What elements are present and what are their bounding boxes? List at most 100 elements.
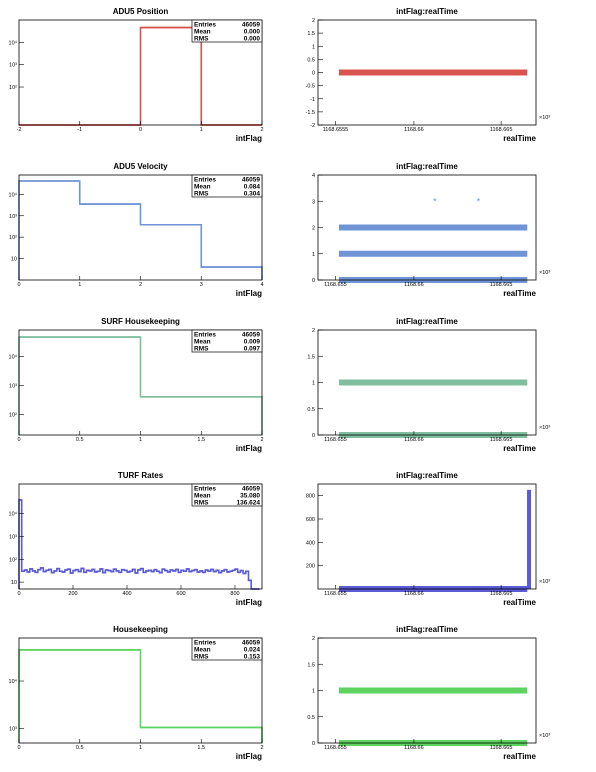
plot-frame — [18, 483, 263, 590]
data-band — [338, 687, 528, 694]
x-exponent-label: ×10³ — [539, 579, 550, 585]
y-tick-label: 0 — [312, 71, 315, 77]
stats-rms-label: RMS — [194, 500, 209, 507]
data-spike — [527, 489, 532, 589]
stats-rms-label: RMS — [194, 191, 209, 198]
stats-rms-label: RMS — [194, 346, 209, 353]
x-tick-label: 3 — [200, 282, 203, 288]
x-exponent-label: ×10³ — [539, 733, 550, 739]
x-axis-label: realTime — [503, 134, 536, 143]
histogram-4: 0 0.5 1 1.5 2 10² 10³ 10⁴ SURF Housekeeping intFl… — [9, 317, 264, 453]
y-tick-label: -1.5 — [306, 110, 315, 116]
histogram-8: 0 0.5 1 1.5 2 10³ 10⁴ Housekeeping intFlag Entrie… — [9, 625, 264, 761]
stats-entries-value: 46059 — [242, 486, 260, 493]
y-tick-label: 200 — [306, 564, 315, 570]
y-tick-label: 10³ — [9, 727, 17, 733]
y-tick-label: 1.5 — [307, 662, 315, 668]
x-tick-label: 1168.665 — [490, 745, 513, 751]
plot-frame — [18, 174, 263, 281]
x-tick-label: 1168.66 — [404, 437, 423, 443]
y-tick-label: 0.5 — [307, 715, 315, 721]
plot-frame — [18, 329, 263, 436]
x-tick-label: 0.5 — [76, 437, 84, 443]
x-tick-label: -2 — [17, 127, 22, 133]
scatter-3: * * 1168.655 1168.66 1168.665 0 1 2 3 4 ×10³ intFla… — [312, 162, 550, 298]
x-axis-label: intFlag — [236, 752, 262, 761]
x-tick-label: 1168.665 — [490, 437, 513, 443]
histogram-2: 0 1 2 3 4 10 10² 10³ 10⁴ ADU5 Velocity intFlag Entr… — [9, 162, 264, 298]
stats-entries-value: 46059 — [242, 640, 260, 647]
x-tick-label: 1168.665 — [490, 127, 513, 133]
stats-box — [191, 637, 263, 661]
y-tick-label: 600 — [306, 517, 315, 523]
data-band — [338, 69, 528, 76]
stats-entries-label: Entries — [194, 640, 216, 647]
y-tick-label: 10³ — [9, 63, 17, 69]
x-tick-label: 1168.655 — [324, 745, 347, 751]
x-tick-label: 1168.655 — [324, 591, 347, 597]
y-tick-label: 1 — [312, 44, 315, 50]
y-tick-label: 10⁴ — [9, 39, 18, 46]
x-axis-label: realTime — [503, 752, 536, 761]
plot-frame — [317, 637, 537, 744]
scatter-7: 1168.655 1168.66 1168.665 200 400 600 800 ×10³ i… — [306, 471, 551, 607]
stats-rms-value: 0.000 — [244, 36, 261, 43]
plot-frame — [317, 19, 537, 126]
x-tick-label: 4 — [260, 282, 263, 288]
stats-rms-value: 136.624 — [237, 500, 261, 507]
chart-title: TURF Rates — [118, 471, 164, 480]
y-tick-label: 1.5 — [307, 31, 315, 37]
chart-title: intFlag:realTime — [396, 162, 458, 171]
x-tick-label: 1 — [200, 127, 203, 133]
stats-mean-value: 0.000 — [244, 29, 261, 36]
x-tick-label: 1168.66 — [404, 127, 423, 133]
y-tick-label: 10² — [9, 85, 17, 91]
y-tick-label: 10² — [9, 413, 17, 419]
x-axis-label: realTime — [503, 289, 536, 298]
stats-entries-value: 46059 — [242, 332, 260, 339]
stats-mean-value: 35.080 — [240, 493, 260, 500]
x-tick-label: 1.5 — [197, 745, 205, 751]
x-exponent-label: ×10³ — [539, 425, 550, 431]
x-tick-label: 1168.6555 — [323, 127, 349, 133]
x-tick-label: 1168.665 — [490, 591, 513, 597]
x-tick-label: 2 — [260, 745, 263, 751]
stats-box — [191, 329, 263, 353]
y-tick-label: 1 — [312, 252, 315, 258]
y-tick-label: 0.5 — [307, 407, 315, 413]
chart-title: intFlag:realTime — [396, 317, 458, 326]
x-tick-label: 200 — [68, 591, 77, 597]
x-tick-label: 0 — [139, 127, 142, 133]
x-tick-label: 1 — [78, 282, 81, 288]
y-tick-label: 3 — [312, 199, 315, 205]
stats-entries-label: Entries — [194, 22, 216, 29]
x-tick-label: 0 — [17, 591, 20, 597]
data-point: * — [477, 196, 481, 206]
x-axis-label: intFlag — [236, 598, 262, 607]
stats-entries-value: 46059 — [242, 22, 260, 29]
y-tick-label: 4 — [312, 173, 315, 179]
x-tick-label: 1.5 — [197, 437, 205, 443]
x-tick-label: 0.5 — [76, 745, 84, 751]
y-tick-label: 2 — [312, 636, 315, 642]
stats-mean-label: Mean — [194, 647, 211, 654]
x-tick-label: 1168.66 — [404, 745, 423, 751]
x-tick-label: 400 — [122, 591, 131, 597]
stats-rms-value: 0.097 — [244, 346, 261, 353]
x-tick-label: 600 — [176, 591, 185, 597]
x-axis-label: intFlag — [236, 134, 262, 143]
y-tick-label: 10³ — [9, 535, 17, 541]
x-tick-label: 1 — [139, 745, 142, 751]
y-tick-label: 10 — [11, 580, 17, 586]
x-tick-label: 1168.66 — [404, 282, 423, 288]
plot-frame — [18, 19, 263, 126]
histogram-6: 0 200 400 600 800 10 10² 10³ 10⁴ TURF Rates intFla… — [9, 471, 263, 607]
stats-entries-label: Entries — [194, 177, 216, 184]
y-tick-label: 400 — [306, 540, 315, 546]
stats-mean-value: 0.009 — [244, 339, 261, 346]
scatter-5: 1168.655 1168.66 1168.665 0 0.5 1 1.5 2 ×10³ intF… — [307, 317, 550, 453]
y-tick-label: 10² — [9, 557, 17, 563]
stats-box — [191, 483, 263, 507]
stats-rms-label: RMS — [194, 654, 209, 661]
